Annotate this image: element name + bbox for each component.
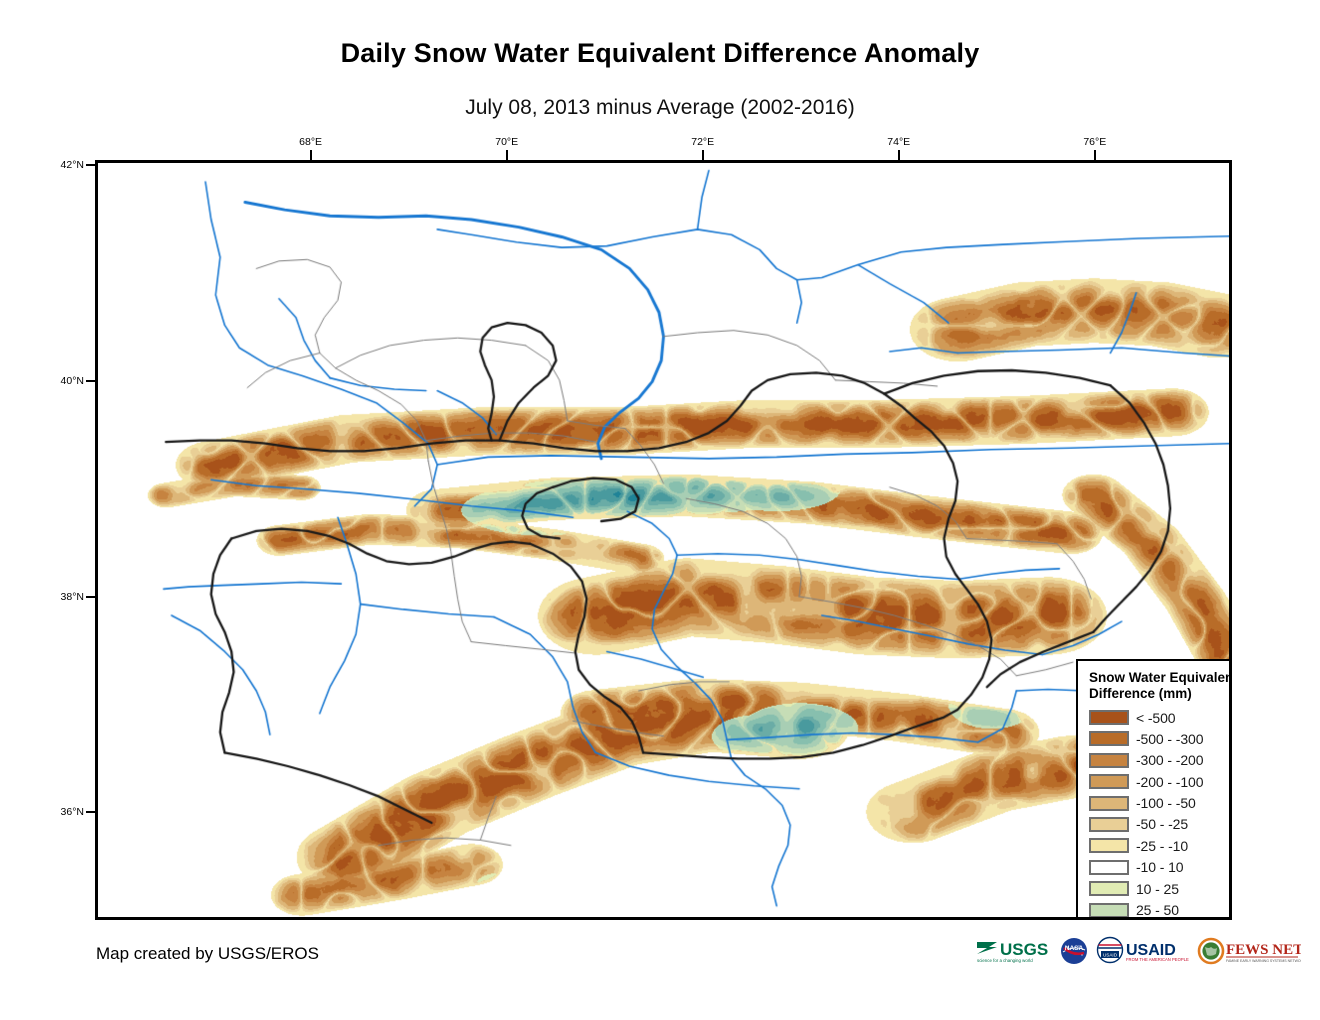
- usgs-logo: USGS science for a changing world: [975, 936, 1053, 966]
- map-legend: Snow Water Equivalent Difference (mm) < …: [1076, 659, 1232, 919]
- lon-tick-mark-74: [897, 150, 900, 160]
- map-credit: Map created by USGS/EROS: [96, 944, 319, 963]
- legend-swatch: [1089, 795, 1129, 811]
- legend-entry: -10 - 10: [1089, 857, 1229, 878]
- legend-swatch: [1089, 859, 1129, 875]
- svg-text:USAID: USAID: [1126, 942, 1176, 959]
- logo-row: USGS science for a changing world NASA USAI…: [975, 936, 1301, 966]
- svg-text:NASA: NASA: [1065, 945, 1084, 952]
- svg-text:FAMINE EARLY WARNING SYSTEMS N: FAMINE EARLY WARNING SYSTEMS NETWORK: [1226, 959, 1301, 963]
- legend-swatch: [1089, 731, 1129, 747]
- legend-entry: -300 - -200: [1089, 750, 1229, 771]
- legend-title-line1: Snow Water Equivalent: [1089, 670, 1232, 685]
- legend-entry: < -500: [1089, 707, 1229, 728]
- legend-swatch: [1089, 710, 1129, 726]
- legend-swatch: [1089, 816, 1129, 832]
- legend-entry: 10 - 25: [1089, 878, 1229, 899]
- lon-tick-label-68: 68°E: [299, 136, 323, 148]
- lat-tick-label-38: 38°N: [60, 590, 84, 603]
- legend-entry-label: -100 - -50: [1136, 795, 1196, 812]
- legend-entry: -200 - -100: [1089, 771, 1229, 792]
- legend-swatch: [1089, 752, 1129, 768]
- legend-entry: -500 - -300: [1089, 728, 1229, 749]
- legend-swatch: [1089, 774, 1129, 790]
- svg-text:USGS: USGS: [1000, 940, 1048, 959]
- lon-tick-mark-76: [1093, 150, 1096, 160]
- lat-tick-label-40: 40°N: [60, 374, 84, 387]
- lat-tick-mark-38: [86, 595, 96, 598]
- lon-tick-mark-72: [701, 150, 704, 160]
- legend-entry-label: -500 - -300: [1136, 730, 1204, 747]
- lat-tick-mark-40: [86, 379, 96, 382]
- lon-tick-mark-70: [505, 150, 508, 160]
- legend-entry-label: -200 - -100: [1136, 773, 1204, 790]
- lon-tick-label-70: 70°E: [495, 136, 519, 148]
- usaid-logo: USAID USAID FROM THE AMERICAN PEOPLE: [1095, 936, 1191, 966]
- legend-entry-label: -25 - -10: [1136, 837, 1189, 854]
- svg-text:USAID: USAID: [1103, 953, 1118, 958]
- page-title: Daily Snow Water Equivalent Difference A…: [340, 38, 980, 68]
- legend-entry-label: 10 - 25: [1136, 880, 1179, 897]
- legend-entry-list: < -500 -500 - -300 -300 - -200 -200 - -100 -…: [1089, 707, 1229, 919]
- legend-entry: -50 - -25: [1089, 814, 1229, 835]
- legend-swatch: [1089, 838, 1129, 854]
- lon-tick-label-76: 76°E: [1083, 136, 1107, 148]
- legend-entry: 25 - 50: [1089, 899, 1229, 919]
- legend-entry-label: -50 - -25: [1136, 816, 1189, 833]
- legend-title-line2: Difference (mm): [1089, 685, 1192, 701]
- lon-tick-mark-68: [309, 150, 312, 160]
- svg-text:science for a changing world: science for a changing world: [977, 958, 1033, 963]
- nasa-logo: NASA: [1059, 936, 1089, 966]
- lat-tick-mark-36: [86, 811, 96, 814]
- lat-tick-mark-42: [86, 164, 96, 167]
- lat-tick-label-42: 42°N: [60, 159, 84, 172]
- lat-tick-label-36: 36°N: [60, 806, 84, 819]
- legend-swatch: [1089, 881, 1129, 897]
- legend-title: Snow Water Equivalent Difference (mm): [1089, 670, 1232, 702]
- legend-entry: -25 - -10: [1089, 835, 1229, 856]
- lon-tick-label-72: 72°E: [691, 136, 715, 148]
- map-canvas[interactable]: Snow Water Equivalent Difference (mm) < …: [95, 160, 1232, 920]
- fewsnet-logo: FEWS NET FAMINE EARLY WARNING SYSTEMS NET…: [1197, 936, 1301, 966]
- legend-swatch: [1089, 902, 1129, 917]
- legend-entry-label: -10 - 10: [1136, 859, 1184, 876]
- swe-anomaly-raster-image: [98, 163, 1229, 917]
- svg-text:FROM THE AMERICAN PEOPLE: FROM THE AMERICAN PEOPLE: [1126, 957, 1189, 962]
- lon-tick-label-74: 74°E: [887, 136, 911, 148]
- legend-entry-label: -300 - -200: [1136, 752, 1204, 769]
- legend-entry-label: < -500: [1136, 709, 1176, 726]
- svg-text:FEWS NET: FEWS NET: [1226, 942, 1301, 958]
- page-subtitle: July 08, 2013 minus Average (2002-2016): [465, 96, 855, 119]
- swe-anomaly-raster: [98, 163, 1229, 917]
- legend-entry-label: 25 - 50: [1136, 902, 1179, 919]
- legend-entry: -100 - -50: [1089, 792, 1229, 813]
